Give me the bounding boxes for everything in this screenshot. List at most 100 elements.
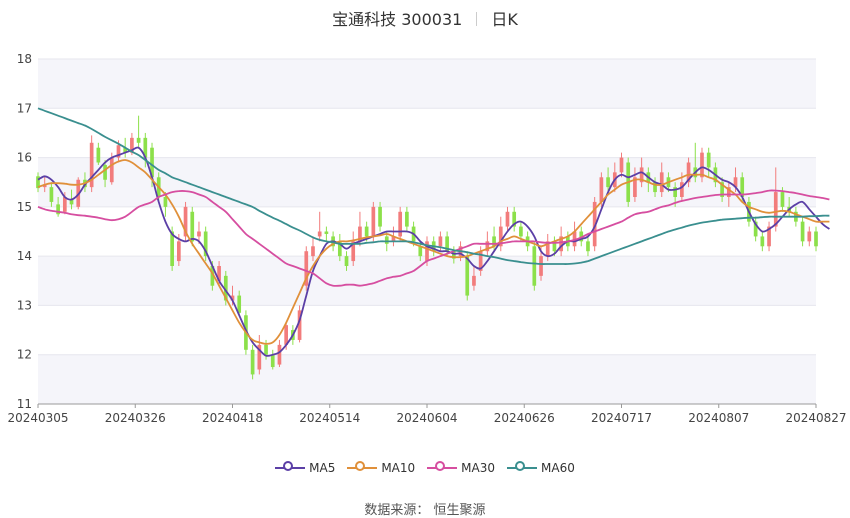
candle-body <box>418 246 423 257</box>
legend-item-ma60[interactable]: MA60 <box>507 461 575 475</box>
candle-body <box>143 137 148 158</box>
candle-body <box>109 157 114 183</box>
candle-body <box>445 236 449 252</box>
candle-body <box>163 197 168 207</box>
legend-marker-icon <box>275 461 306 471</box>
grid-lines <box>38 58 816 405</box>
y-tick-label: 14 <box>17 249 32 263</box>
x-tick-label: 20240604 <box>396 411 457 425</box>
candle <box>807 226 812 247</box>
candle-body <box>519 226 523 237</box>
candle <box>378 201 382 232</box>
candle-body <box>337 241 342 257</box>
legend-item-ma30[interactable]: MA30 <box>427 461 495 475</box>
stock-name: 宝通科技 300031 <box>332 10 463 29</box>
candle <box>163 192 168 217</box>
candle-body <box>726 187 731 197</box>
candle-body <box>700 152 704 178</box>
candle-body <box>311 246 315 257</box>
candle <box>505 206 510 232</box>
candle-body <box>592 201 597 247</box>
candle <box>143 132 148 168</box>
candle <box>89 135 94 193</box>
candle-body <box>237 295 242 313</box>
candle-body <box>197 231 201 237</box>
legend-item-ma10[interactable]: MA10 <box>347 461 415 475</box>
candle-body <box>773 192 778 227</box>
plot-bands <box>38 59 816 404</box>
candle-body <box>358 226 362 242</box>
candle <box>351 231 356 266</box>
legend-item-ma5[interactable]: MA5 <box>275 461 335 475</box>
candle <box>619 152 624 178</box>
candle <box>753 216 758 242</box>
candle-body <box>203 231 208 257</box>
candle-body <box>230 295 235 301</box>
candle-body <box>740 177 745 197</box>
candle <box>653 177 657 197</box>
candle-body <box>498 226 503 247</box>
candle-body <box>552 241 557 252</box>
candle-body <box>62 197 67 212</box>
y-axis: 11 12 13 14 15 16 17 18 <box>17 52 32 411</box>
candle-body <box>42 184 47 188</box>
candle <box>277 339 282 368</box>
candle-body <box>344 256 349 266</box>
candle-body <box>653 182 657 193</box>
candle-body <box>753 221 758 237</box>
candle-body <box>351 241 356 262</box>
candle-body <box>767 226 771 247</box>
ma-line-ma5 <box>37 146 830 357</box>
candle-body <box>532 246 537 286</box>
candle <box>337 233 342 262</box>
candle-body <box>170 231 174 266</box>
y-tick-label: 12 <box>17 348 32 362</box>
candle-body <box>250 349 255 375</box>
legend: MA5 MA10 MA30 MA60 <box>0 458 850 475</box>
candle-body <box>619 157 624 173</box>
candle <box>250 344 255 380</box>
x-tick-label: 20240305 <box>7 411 68 425</box>
candle-body <box>36 176 40 189</box>
candle <box>203 226 208 262</box>
candle <box>398 206 403 242</box>
candle <box>559 226 563 257</box>
candle-body <box>123 147 128 153</box>
x-tick-label: 20240326 <box>105 411 166 425</box>
candle <box>103 160 107 188</box>
candle-body <box>606 177 610 188</box>
candle-body <box>103 164 107 180</box>
candle <box>270 349 275 370</box>
candle-body <box>472 275 476 286</box>
legend-label: MA10 <box>381 461 416 475</box>
ma-line-ma60 <box>37 107 830 265</box>
y-tick-label: 17 <box>17 101 32 115</box>
candle-body <box>223 275 228 301</box>
candle-body <box>384 236 389 244</box>
candle-body <box>539 256 543 276</box>
candle-body <box>317 231 322 237</box>
candle-body <box>425 241 429 262</box>
candle-body <box>190 211 195 242</box>
candle <box>311 236 315 262</box>
legend-label: MA30 <box>461 461 496 475</box>
candle <box>720 177 724 202</box>
candle <box>760 231 765 252</box>
candle <box>324 226 329 242</box>
candle-body <box>478 251 483 271</box>
x-tick-label: 20240717 <box>591 411 652 425</box>
candle-body <box>364 226 369 237</box>
candle-body <box>130 137 134 153</box>
candle-body <box>451 251 456 259</box>
candle <box>371 201 376 242</box>
title-separator <box>476 12 478 26</box>
y-tick-label: 18 <box>17 52 32 66</box>
candle-body <box>686 162 691 183</box>
candle <box>304 246 309 291</box>
plot-band <box>38 59 816 109</box>
legend-marker-icon <box>427 461 458 471</box>
x-tick-label: 20240827 <box>785 411 846 425</box>
candle <box>317 211 322 242</box>
candle-body <box>96 147 101 163</box>
candle-body <box>800 221 805 242</box>
